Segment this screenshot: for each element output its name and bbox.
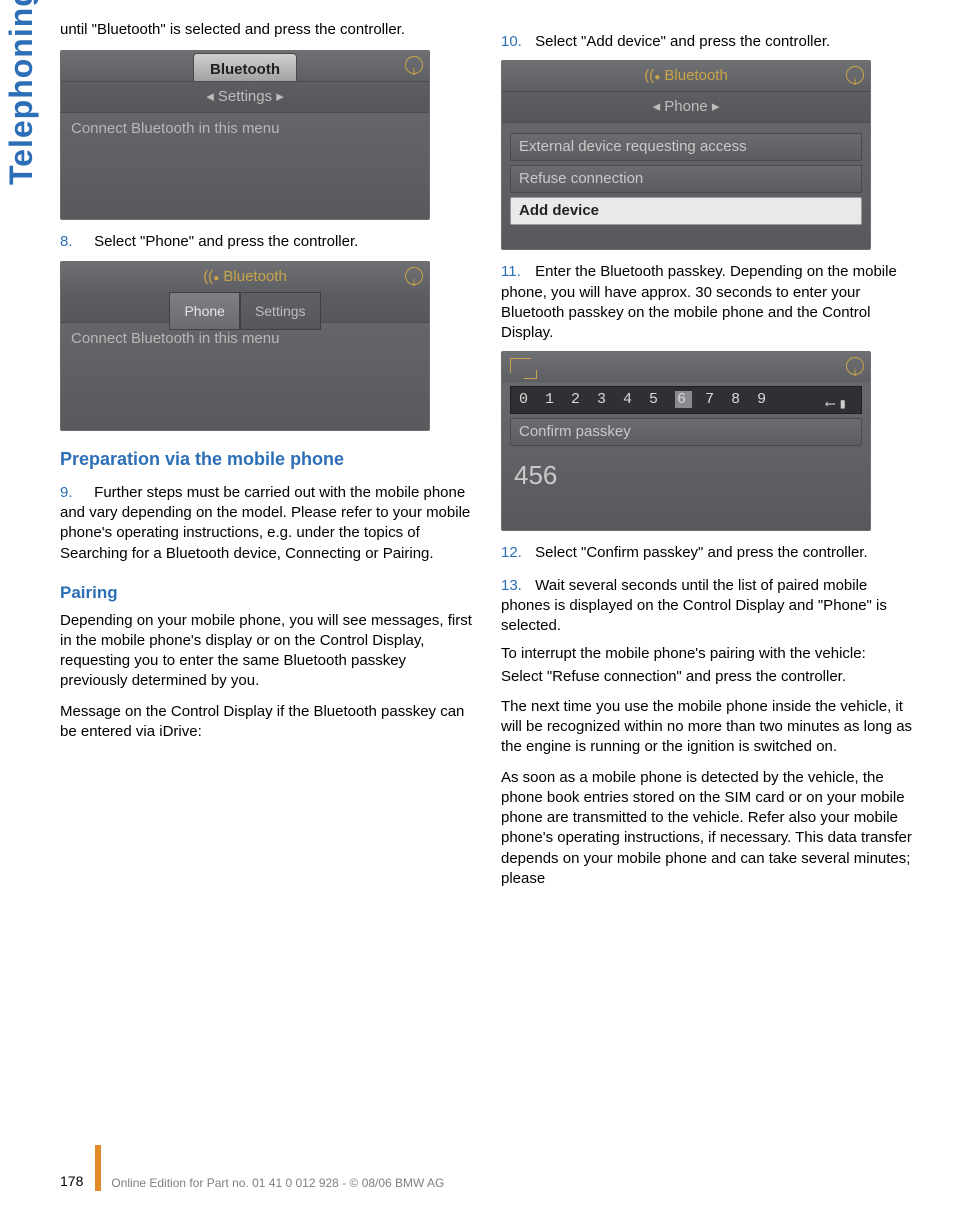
row-refuse: Refuse connection (510, 165, 862, 193)
right-p1b: Select "Refuse connection" and press the… (501, 667, 914, 687)
step-number: 8. (60, 232, 84, 252)
step-text: Wait several seconds until the list of p… (501, 577, 887, 635)
step-11: 11. Enter the Bluetooth passkey. Dependi… (501, 262, 914, 343)
step-text: Select "Add device" and press the contro… (535, 33, 830, 50)
page-number: 178 (60, 1172, 83, 1191)
bt-head-label: ((● Bluetooth (644, 67, 728, 84)
footer-accent-bar (95, 1145, 101, 1191)
right-p3: As soon as a mobile phone is detected by… (501, 768, 914, 890)
step-text: Select "Confirm passkey" and press the c… (535, 544, 867, 561)
ui-title-row: ((● Bluetooth (502, 61, 870, 91)
right-p1: To interrupt the mobile phone's pairing … (501, 644, 914, 664)
step-number: 13. (501, 576, 525, 596)
info-icon (405, 267, 423, 285)
window-icon (510, 358, 531, 373)
ui-title-row: ((● Bluetooth (61, 262, 429, 292)
step-number: 10. (501, 32, 525, 52)
pairing-p2: Message on the Control Display if the Bl… (60, 702, 473, 743)
side-tab: Telephoning (0, 0, 46, 190)
tab-settings: Settings (240, 292, 321, 330)
left-column: until "Bluetooth" is selected and press … (60, 20, 473, 899)
pairing-p1: Depending on your mobile phone, you will… (60, 611, 473, 692)
ui-title-row: Bluetooth (61, 51, 429, 81)
step-number: 9. (60, 483, 84, 503)
right-p2: The next time you use the mobile phone i… (501, 697, 914, 758)
digit-highlight: 6 (675, 391, 692, 408)
tab-block: Phone Settings (61, 292, 429, 330)
side-tab-label: Telephoning (0, 0, 43, 185)
left-intro: until "Bluetooth" is selected and press … (60, 20, 473, 40)
info-icon (846, 357, 864, 375)
ui-subhead: ◂ Phone ▸ (502, 91, 870, 123)
two-columns: until "Bluetooth" is selected and press … (60, 20, 914, 899)
step-12: 12. Select "Confirm passkey" and press t… (501, 543, 914, 563)
step-number: 11. (501, 262, 525, 282)
tab-row: Phone Settings (61, 292, 429, 323)
screenshot-bluetooth-phone-tab: ((● Bluetooth Phone Settings Connect Blu… (60, 261, 430, 431)
page-footer: 178 Online Edition for Part no. 01 41 0 … (60, 1145, 914, 1191)
backspace-icon: ⟵▮ (826, 392, 851, 418)
right-column: 10. Select "Add device" and press the co… (501, 20, 914, 899)
page: Telephoning until "Bluetooth" is selecte… (0, 0, 954, 1213)
row-add-device: Add device (510, 197, 862, 225)
screenshot-bluetooth-settings: Bluetooth ◂ Settings ▸ Connect Bluetooth… (60, 50, 430, 220)
step-text: Enter the Bluetooth passkey. Depending o… (501, 263, 897, 341)
ui-title-row (502, 352, 870, 382)
bt-head-label: ((● Bluetooth (203, 268, 287, 285)
row-external-device: External device requesting access (510, 133, 862, 161)
passkey-digits-row: 0 1 2 3 4 5 6 7 8 9 ⟵▮ (510, 386, 862, 414)
info-icon (846, 66, 864, 84)
step-10: 10. Select "Add device" and press the co… (501, 32, 914, 52)
ui-subhead: ◂ Settings ▸ (61, 81, 429, 113)
step-text: Select "Phone" and press the controller. (94, 233, 358, 250)
step-13: 13. Wait several seconds until the list … (501, 576, 914, 637)
digits-after: 7 8 9 (705, 391, 770, 408)
entered-passkey: 456 (502, 450, 870, 501)
tab-phone: Phone (169, 292, 239, 330)
row-confirm-passkey: Confirm passkey (510, 418, 862, 446)
screenshot-add-device: ((● Bluetooth ◂ Phone ▸ External device … (501, 60, 871, 250)
footer-text: Online Edition for Part no. 01 41 0 012 … (111, 1175, 444, 1191)
step-number: 12. (501, 543, 525, 563)
step-8: 8. Select "Phone" and press the controll… (60, 232, 473, 252)
ui-body-text: Connect Bluetooth in this menu (61, 113, 429, 145)
info-icon (405, 56, 423, 74)
screenshot-passkey: 0 1 2 3 4 5 6 7 8 9 ⟵▮ Confirm passkey 4… (501, 351, 871, 531)
step-9: 9. Further steps must be carried out wit… (60, 483, 473, 564)
prep-heading: Preparation via the mobile phone (60, 447, 473, 471)
pairing-heading: Pairing (60, 582, 473, 605)
digits-before: 0 1 2 3 4 5 (519, 391, 662, 408)
step-text: Further steps must be carried out with t… (60, 484, 470, 562)
